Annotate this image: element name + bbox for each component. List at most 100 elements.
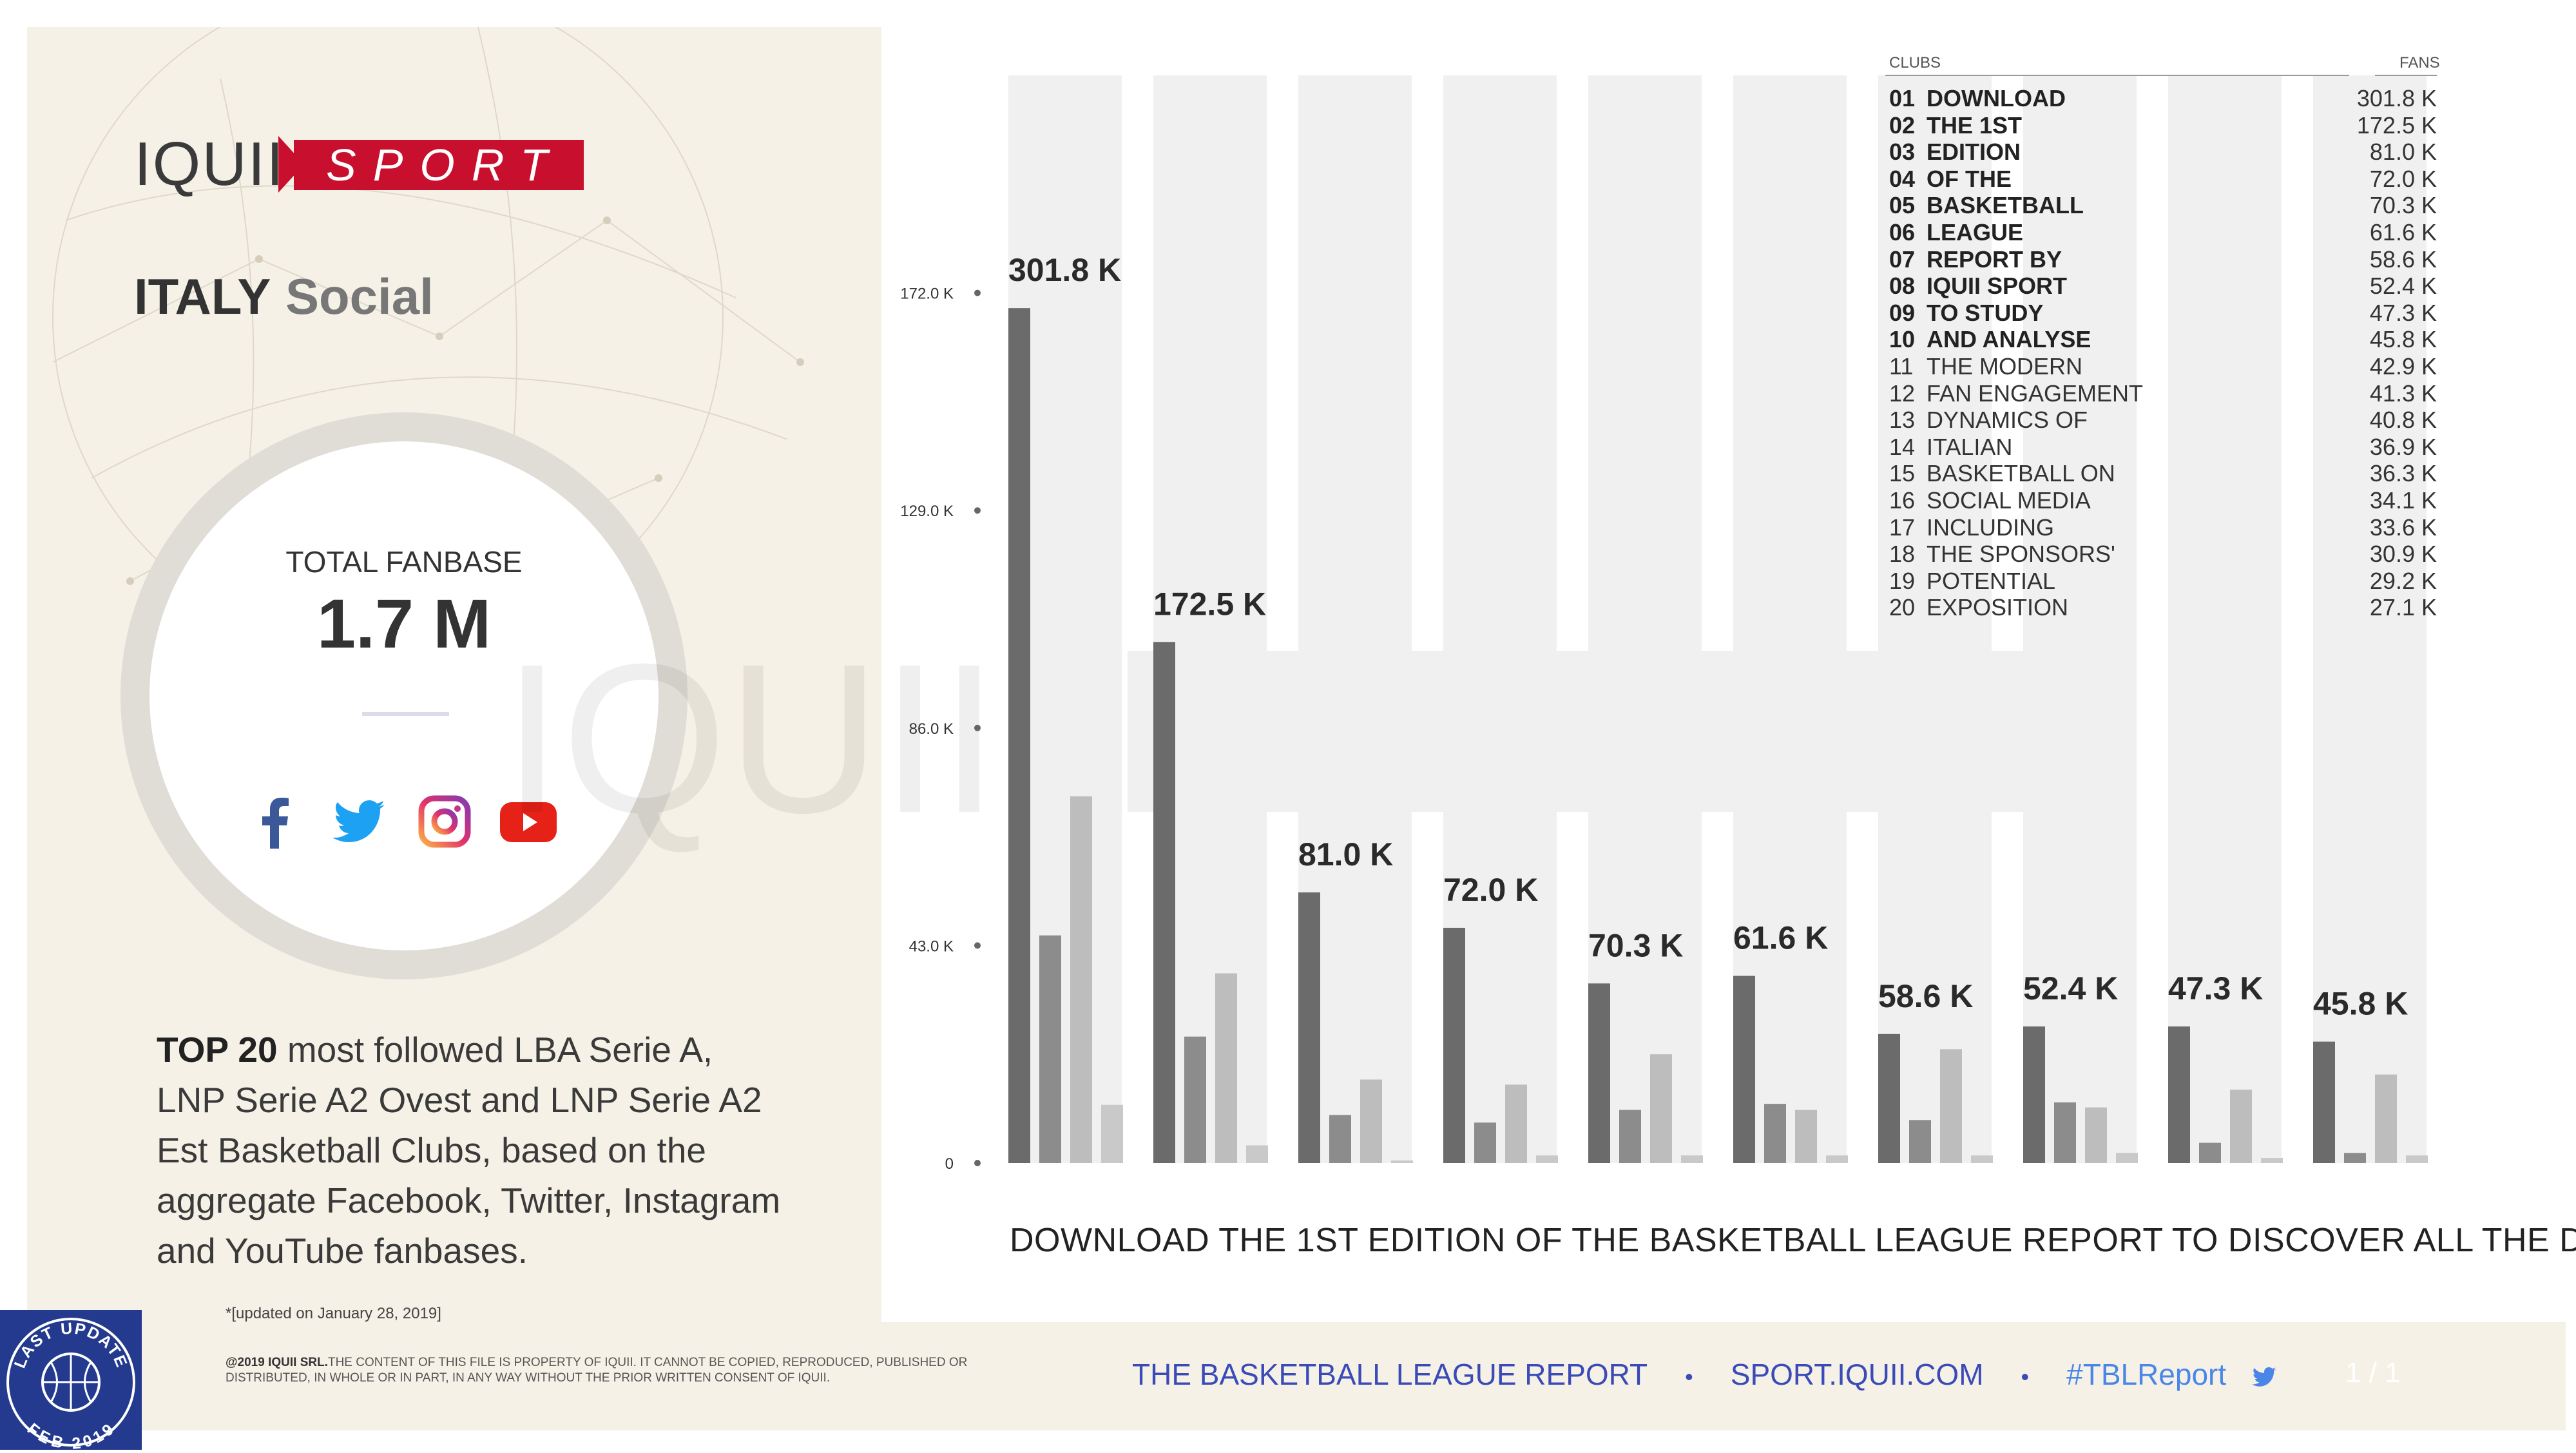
column-background — [1588, 75, 1702, 1163]
legend-header-fans: FANS — [2399, 54, 2440, 72]
description: TOP 20 most followed LBA Serie A, LNP Se… — [157, 1025, 788, 1276]
bar — [1474, 1122, 1496, 1163]
bar — [1008, 308, 1030, 1163]
legend-fans-value: 41.3 K — [2369, 380, 2437, 407]
legend-fans-value: 61.6 K — [2369, 219, 2437, 245]
total-fanbase-label: TOTAL FANBASE — [285, 545, 523, 579]
updated-note: *[updated on January 28, 2019] — [226, 1305, 441, 1322]
basketball-badge-graphic: LAST UPDATE FEB 2019 — [6, 1318, 135, 1453]
bar — [1878, 1034, 1900, 1163]
column-background — [1878, 75, 1992, 1163]
legend-fans-value: 29.2 K — [2369, 567, 2437, 594]
y-tick-label: 43.0 K — [909, 938, 954, 955]
legend-row: 15 BASKETBALL ON 36.3 K — [1889, 460, 2437, 487]
legend-row: 09 TO STUDY 47.3 K — [1889, 300, 2437, 327]
svg-text:IQUII: IQUII — [503, 619, 999, 857]
y-tick-dot — [974, 289, 981, 296]
bar — [2054, 1102, 2076, 1163]
legend-rank: 15 — [1889, 460, 1916, 487]
legend-club-name: SOCIAL MEDIA — [1927, 487, 2091, 514]
column-background — [2313, 75, 2427, 1163]
legend-fans-value: 30.9 K — [2369, 541, 2437, 568]
legend-fans-value: 172.5 K — [2356, 111, 2437, 139]
bar — [1909, 1120, 1931, 1163]
description-text: most followed LBA Serie A, LNP Serie A2 … — [157, 1030, 781, 1271]
legend-rank: 07 — [1889, 245, 1916, 273]
bar — [1101, 1104, 1123, 1163]
legend-rank: 16 — [1889, 487, 1916, 514]
legend-rank: 02 — [1889, 111, 1916, 139]
legend-club-name: INCLUDING — [1927, 514, 2055, 541]
hashtag-link[interactable]: #TBLReport — [2066, 1358, 2227, 1391]
data-label: 47.3 K — [2168, 970, 2263, 1006]
twitter-icon[interactable] — [2249, 1362, 2278, 1392]
bar — [1971, 1155, 1993, 1163]
legend-club-name: LEAGUE — [1927, 219, 2024, 245]
legend-fans-value: 40.8 K — [2369, 407, 2437, 434]
divider — [362, 712, 449, 716]
y-tick-label: 86.0 K — [909, 720, 954, 738]
legend-header-rule — [2375, 75, 2437, 76]
footer-links: THE BASKETBALL LEAGUE REPORT • SPORT.IQUII… — [1132, 1357, 2278, 1392]
bar — [1795, 1110, 1817, 1163]
footer-bar — [27, 1322, 2566, 1430]
legend-club-name: DYNAMICS OF — [1927, 407, 2088, 434]
legend-row: 01 DOWNLOAD 301.8 K — [1889, 85, 2437, 112]
legend-row: 11 THE MODERN 42.9 K — [1889, 353, 2437, 380]
facebook-icon — [262, 798, 289, 849]
legend-rank: 18 — [1889, 541, 1916, 568]
twitter-icon — [332, 800, 385, 842]
bar — [1733, 976, 1755, 1163]
legend-rank: 08 — [1889, 273, 1916, 300]
column-background — [2168, 75, 2282, 1163]
copyright-owner: @2019 IQUII SRL. — [226, 1356, 328, 1369]
legend-club-name: THE 1ST — [1927, 111, 2023, 139]
legend-row: 04 OF THE 72.0 K — [1889, 166, 2437, 193]
data-label: 61.6 K — [1733, 920, 1828, 956]
y-tick-dot — [974, 507, 981, 514]
bar — [1619, 1110, 1641, 1163]
legend-rank: 06 — [1889, 219, 1916, 245]
report-link[interactable]: THE BASKETBALL LEAGUE REPORT — [1132, 1358, 1648, 1391]
bar — [1650, 1054, 1672, 1163]
legend-header-rule — [1885, 75, 2349, 76]
column-background — [2023, 75, 2137, 1163]
legend-club-name: THE SPONSORS' — [1927, 541, 2115, 568]
legend-row: 18 THE SPONSORS' 30.9 K — [1889, 541, 2437, 568]
legend-club-name: FAN ENGAGEMENT — [1927, 380, 2144, 407]
data-label: 52.4 K — [2023, 970, 2118, 1006]
bar — [2406, 1155, 2428, 1163]
bar — [2344, 1153, 2366, 1163]
bar — [1681, 1155, 1703, 1163]
legend-row: 14 ITALIAN 36.9 K — [1889, 434, 2437, 461]
legend-club-name: IQUII SPORT — [1927, 273, 2068, 300]
legend-rank: 17 — [1889, 514, 1916, 541]
data-label: 172.5 K — [1153, 586, 1266, 622]
bar — [1039, 935, 1061, 1163]
bar — [2085, 1107, 2107, 1163]
legend-row: 16 SOCIAL MEDIA 34.1 K — [1889, 487, 2437, 514]
bar — [1153, 642, 1175, 1163]
bar — [1360, 1079, 1382, 1163]
bar — [1329, 1115, 1351, 1163]
legend-club-name: BASKETBALL — [1927, 192, 2084, 219]
legend-rank: 09 — [1889, 299, 1916, 326]
bar — [2230, 1090, 2252, 1163]
bar — [1826, 1155, 1848, 1163]
legend-fans-value: 36.3 K — [2369, 460, 2437, 487]
bar — [1536, 1155, 1558, 1163]
legend-row: 03 EDITION 81.0 K — [1889, 139, 2437, 166]
bar — [2375, 1074, 2397, 1163]
data-label: 72.0 K — [1443, 872, 1538, 908]
legend-row: 10 AND ANALYSE 45.8 K — [1889, 326, 2437, 353]
copyright-text: THE CONTENT OF THIS FILE IS PROPERTY OF … — [226, 1356, 968, 1385]
bar — [1298, 892, 1320, 1163]
legend-fans-value: 81.0 K — [2369, 139, 2437, 166]
site-link[interactable]: SPORT.IQUII.COM — [1730, 1358, 1984, 1391]
legend-club-name: REPORT BY — [1927, 245, 2062, 273]
data-label: 70.3 K — [1588, 927, 1683, 963]
bar — [1391, 1160, 1413, 1163]
copyright-notice: @2019 IQUII SRL.THE CONTENT OF THIS FILE… — [226, 1355, 986, 1386]
data-label: 58.6 K — [1878, 978, 1973, 1014]
legend-club-name: EXPOSITION — [1927, 594, 2069, 621]
